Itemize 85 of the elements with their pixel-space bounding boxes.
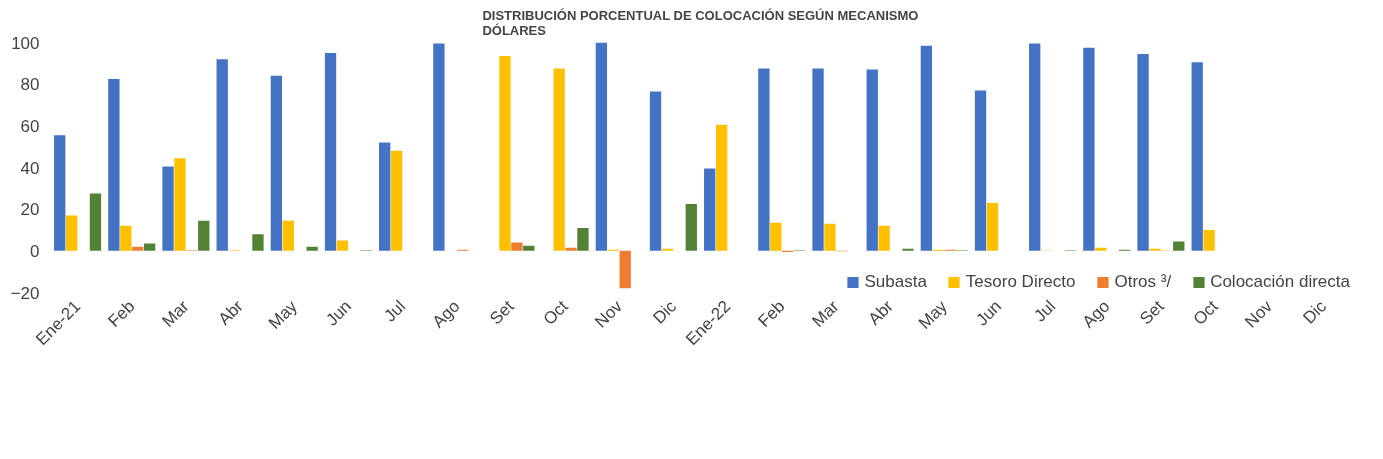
bar bbox=[619, 250, 631, 289]
bar bbox=[324, 52, 337, 251]
bar bbox=[920, 45, 933, 251]
x-tick-label: Jul bbox=[380, 296, 410, 326]
bar bbox=[715, 124, 728, 251]
x-tick-label: Abr bbox=[864, 296, 898, 329]
bar bbox=[758, 68, 770, 251]
bar bbox=[553, 68, 565, 251]
chart-title: DISTRIBUCIÓN PORCENTUAL DE COLOCACIÓN SEGÚN MECANISMO DÓLARES bbox=[482, 7, 919, 38]
x-tick-label: Dic bbox=[1299, 296, 1331, 328]
bar bbox=[499, 56, 511, 251]
bar bbox=[1191, 62, 1203, 251]
bar bbox=[252, 234, 264, 251]
bar bbox=[433, 43, 445, 251]
x-tick-label: Jul bbox=[1030, 296, 1060, 326]
bar bbox=[577, 227, 589, 251]
bar bbox=[1137, 53, 1149, 251]
bar bbox=[523, 245, 535, 251]
bar bbox=[1173, 241, 1185, 251]
x-tick-label: Oct bbox=[1189, 296, 1222, 329]
x-tick-label: Mar bbox=[808, 296, 843, 331]
bar bbox=[1029, 43, 1041, 251]
legend-label: Tesoro Directo bbox=[965, 272, 1076, 292]
bar bbox=[595, 42, 608, 251]
y-tick-label: 60 bbox=[20, 116, 40, 136]
x-tick-label: Dic bbox=[649, 296, 681, 328]
bar bbox=[824, 223, 836, 251]
bar bbox=[216, 59, 228, 251]
x-tick-label: May bbox=[914, 296, 952, 333]
legend-label: Subasta bbox=[864, 272, 927, 292]
bar bbox=[306, 246, 318, 251]
x-tick-label: Feb bbox=[104, 296, 139, 331]
bar bbox=[162, 166, 174, 251]
bar bbox=[1149, 248, 1161, 251]
y-tick-label: 100 bbox=[11, 33, 40, 53]
x-tick-label: Nov bbox=[1241, 296, 1277, 332]
bar bbox=[282, 220, 294, 251]
x-tick-label: Oct bbox=[539, 296, 572, 329]
bar bbox=[143, 243, 156, 251]
bar bbox=[336, 240, 349, 251]
x-tick-label: Set bbox=[1136, 296, 1168, 329]
legend-label: Colocación directa bbox=[1210, 272, 1350, 292]
bar bbox=[174, 158, 186, 251]
bar bbox=[132, 246, 144, 251]
bar bbox=[770, 222, 782, 251]
bar bbox=[704, 168, 716, 251]
bar bbox=[1095, 247, 1107, 251]
bar bbox=[379, 142, 391, 251]
bar bbox=[974, 90, 987, 251]
bar bbox=[390, 150, 403, 251]
bar bbox=[511, 242, 523, 251]
x-tick-label: Nov bbox=[591, 296, 627, 332]
y-tick-label: 20 bbox=[20, 200, 40, 220]
bar bbox=[1083, 47, 1095, 251]
bar bbox=[661, 248, 674, 251]
x-tick-label: Abr bbox=[214, 296, 248, 329]
bar bbox=[812, 68, 824, 251]
x-tick-label: Ago bbox=[1078, 296, 1114, 332]
bar bbox=[65, 215, 78, 251]
x-tick-label: Ago bbox=[428, 296, 464, 332]
bar bbox=[986, 202, 999, 251]
legend-label: Otros ³/ bbox=[1114, 272, 1172, 292]
bar bbox=[878, 225, 890, 251]
bar bbox=[198, 220, 210, 251]
bar bbox=[54, 135, 66, 251]
bar bbox=[565, 247, 577, 251]
bar bbox=[108, 78, 120, 251]
bar bbox=[902, 248, 914, 251]
x-tick-label: Jun bbox=[972, 296, 1006, 330]
x-tick-label: Jun bbox=[322, 296, 356, 330]
bar bbox=[866, 69, 878, 251]
y-tick-label: 40 bbox=[20, 158, 40, 178]
bar bbox=[270, 75, 283, 251]
y-tick-label: −20 bbox=[10, 283, 40, 303]
x-tick-label: Feb bbox=[754, 296, 789, 331]
x-tick-label: May bbox=[264, 296, 302, 333]
bar bbox=[649, 91, 662, 251]
x-tick-label: Mar bbox=[158, 296, 193, 331]
x-tick-label: Set bbox=[486, 296, 518, 329]
bar bbox=[1203, 230, 1215, 251]
y-tick-label: 80 bbox=[20, 75, 40, 95]
bar bbox=[120, 225, 132, 251]
bar bbox=[685, 203, 697, 251]
bar bbox=[89, 193, 102, 251]
y-tick-label: 0 bbox=[30, 241, 40, 261]
